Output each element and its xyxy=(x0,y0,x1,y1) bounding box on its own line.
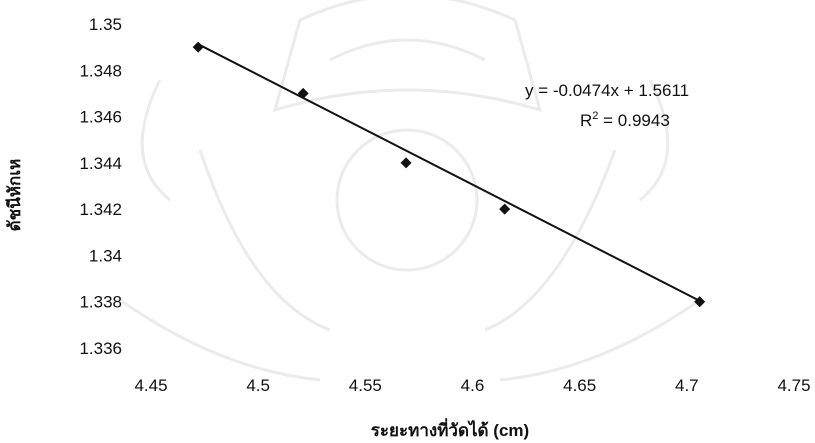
data-point xyxy=(694,296,706,308)
x-tick-label: 4.45 xyxy=(134,376,167,395)
y-axis-ticks: 1.336 1.338 1.34 1.342 1.344 1.346 1.348 1.35 xyxy=(79,15,122,358)
y-tick-label: 1.344 xyxy=(79,154,122,173)
x-axis-title: ระยะทางที่วัดได้ (cm) xyxy=(371,418,529,440)
x-tick-label: 4.55 xyxy=(349,376,382,395)
y-tick-label: 1.348 xyxy=(79,61,122,80)
x-tick-label: 4.5 xyxy=(246,376,270,395)
y-tick-label: 1.346 xyxy=(79,108,122,127)
x-tick-label: 4.7 xyxy=(675,376,699,395)
x-axis-ticks: 4.45 4.5 4.55 4.6 4.65 4.7 4.75 xyxy=(134,376,810,395)
data-point xyxy=(400,157,412,169)
y-tick-label: 1.34 xyxy=(89,246,122,265)
data-point xyxy=(297,87,309,99)
r-squared-value: = 0.9943 xyxy=(598,111,669,130)
x-tick-label: 4.75 xyxy=(777,376,810,395)
trendline-equation: y = -0.0474x + 1.5611 xyxy=(525,81,689,100)
x-tick-label: 4.65 xyxy=(563,376,596,395)
y-tick-label: 1.338 xyxy=(79,293,122,312)
data-point xyxy=(499,203,511,215)
y-tick-label: 1.342 xyxy=(79,200,122,219)
y-axis-title: ดัชนีหักเห xyxy=(4,159,24,232)
r-squared-sup: 2 xyxy=(592,110,598,122)
x-tick-label: 4.6 xyxy=(461,376,485,395)
data-points xyxy=(192,41,706,308)
trend-line xyxy=(197,43,701,302)
data-point xyxy=(192,41,204,53)
y-tick-label: 1.336 xyxy=(79,339,122,358)
r-squared-prefix: R xyxy=(580,111,592,130)
watermark-seal xyxy=(119,0,701,382)
r-squared-label: R2 = 0.9943 xyxy=(580,110,670,130)
y-tick-label: 1.35 xyxy=(89,15,122,34)
